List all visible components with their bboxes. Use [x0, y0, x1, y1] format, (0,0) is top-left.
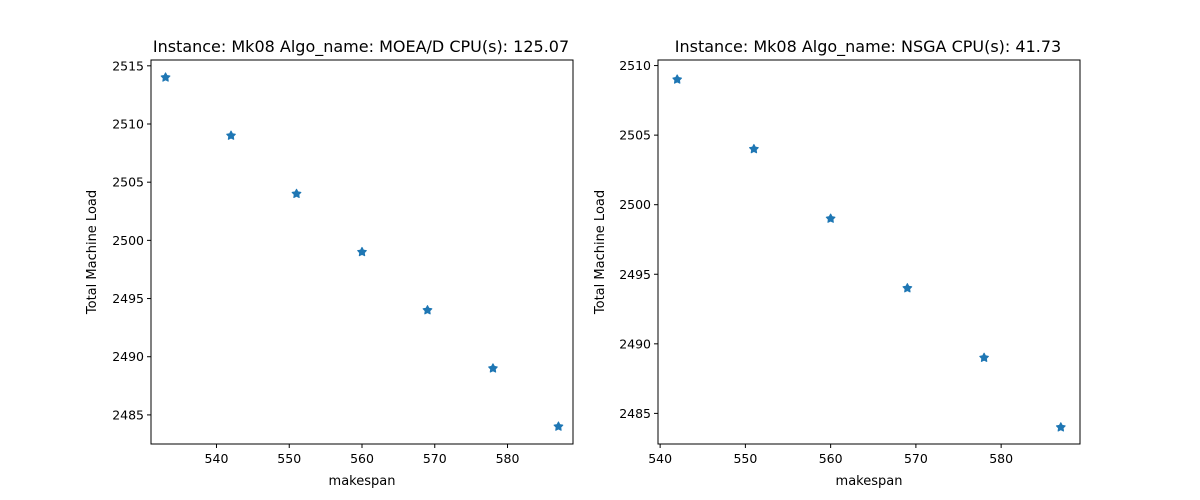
nsga-scatter-chart: Instance: Mk08 Algo_name: NSGA CPU(s): 4…: [593, 37, 1081, 489]
x-tick-label: 580: [989, 451, 1013, 466]
y-tick-label: 2515: [112, 58, 144, 73]
x-tick-label: 570: [904, 451, 928, 466]
chart-title: Instance: Mk08 Algo_name: MOEA/D CPU(s):…: [153, 37, 569, 57]
y-tick-label: 2495: [619, 267, 651, 282]
data-point: [749, 143, 759, 154]
y-tick-label: 2500: [619, 197, 651, 212]
x-axis-label: makespan: [329, 474, 396, 489]
data-points: [672, 74, 1066, 432]
y-tick-label: 2490: [619, 336, 651, 351]
data-point: [226, 130, 236, 140]
x-tick-label: 550: [277, 451, 301, 466]
data-point: [160, 72, 171, 82]
y-axis-label: Total Machine Load: [593, 190, 608, 315]
y-tick-label: 2505: [112, 175, 144, 190]
data-point: [902, 283, 913, 293]
data-point: [291, 188, 302, 199]
y-axis: 2485 2490 2495 2500 2505 2510 2515: [112, 58, 151, 422]
data-point: [488, 363, 498, 373]
data-point: [825, 213, 836, 223]
data-point: [672, 74, 683, 84]
y-tick-label: 2485: [112, 407, 144, 422]
y-tick-label: 2510: [619, 58, 651, 73]
y-tick-label: 2505: [619, 128, 651, 143]
data-points: [160, 72, 564, 431]
y-tick-label: 2495: [112, 291, 144, 306]
chart-title: Instance: Mk08 Algo_name: NSGA CPU(s): 4…: [675, 37, 1061, 57]
x-axis-label: makespan: [836, 474, 903, 489]
data-point: [1055, 422, 1066, 432]
y-tick-label: 2485: [619, 406, 651, 421]
x-tick-label: 560: [350, 451, 374, 466]
x-axis: 540 550 560 570 580: [205, 444, 520, 466]
y-tick-label: 2500: [112, 233, 144, 248]
x-tick-label: 560: [819, 451, 843, 466]
data-point: [422, 305, 433, 315]
x-tick-label: 570: [423, 451, 447, 466]
plot-frame: [657, 59, 1081, 445]
moead-scatter-chart: Instance: Mk08 Algo_name: MOEA/D CPU(s):…: [85, 37, 574, 489]
x-axis: 540 550 560 570 580: [648, 444, 1013, 466]
x-tick-label: 540: [648, 451, 672, 466]
x-tick-label: 540: [205, 451, 229, 466]
data-point: [553, 421, 564, 431]
data-point: [357, 246, 367, 257]
y-tick-label: 2490: [112, 349, 144, 364]
x-tick-label: 580: [496, 451, 520, 466]
y-axis: 2485 2490 2495 2500 2505 2510: [619, 58, 658, 421]
x-tick-label: 550: [733, 451, 757, 466]
y-tick-label: 2510: [112, 117, 144, 132]
data-point: [979, 352, 989, 362]
y-axis-label: Total Machine Load: [85, 190, 100, 315]
